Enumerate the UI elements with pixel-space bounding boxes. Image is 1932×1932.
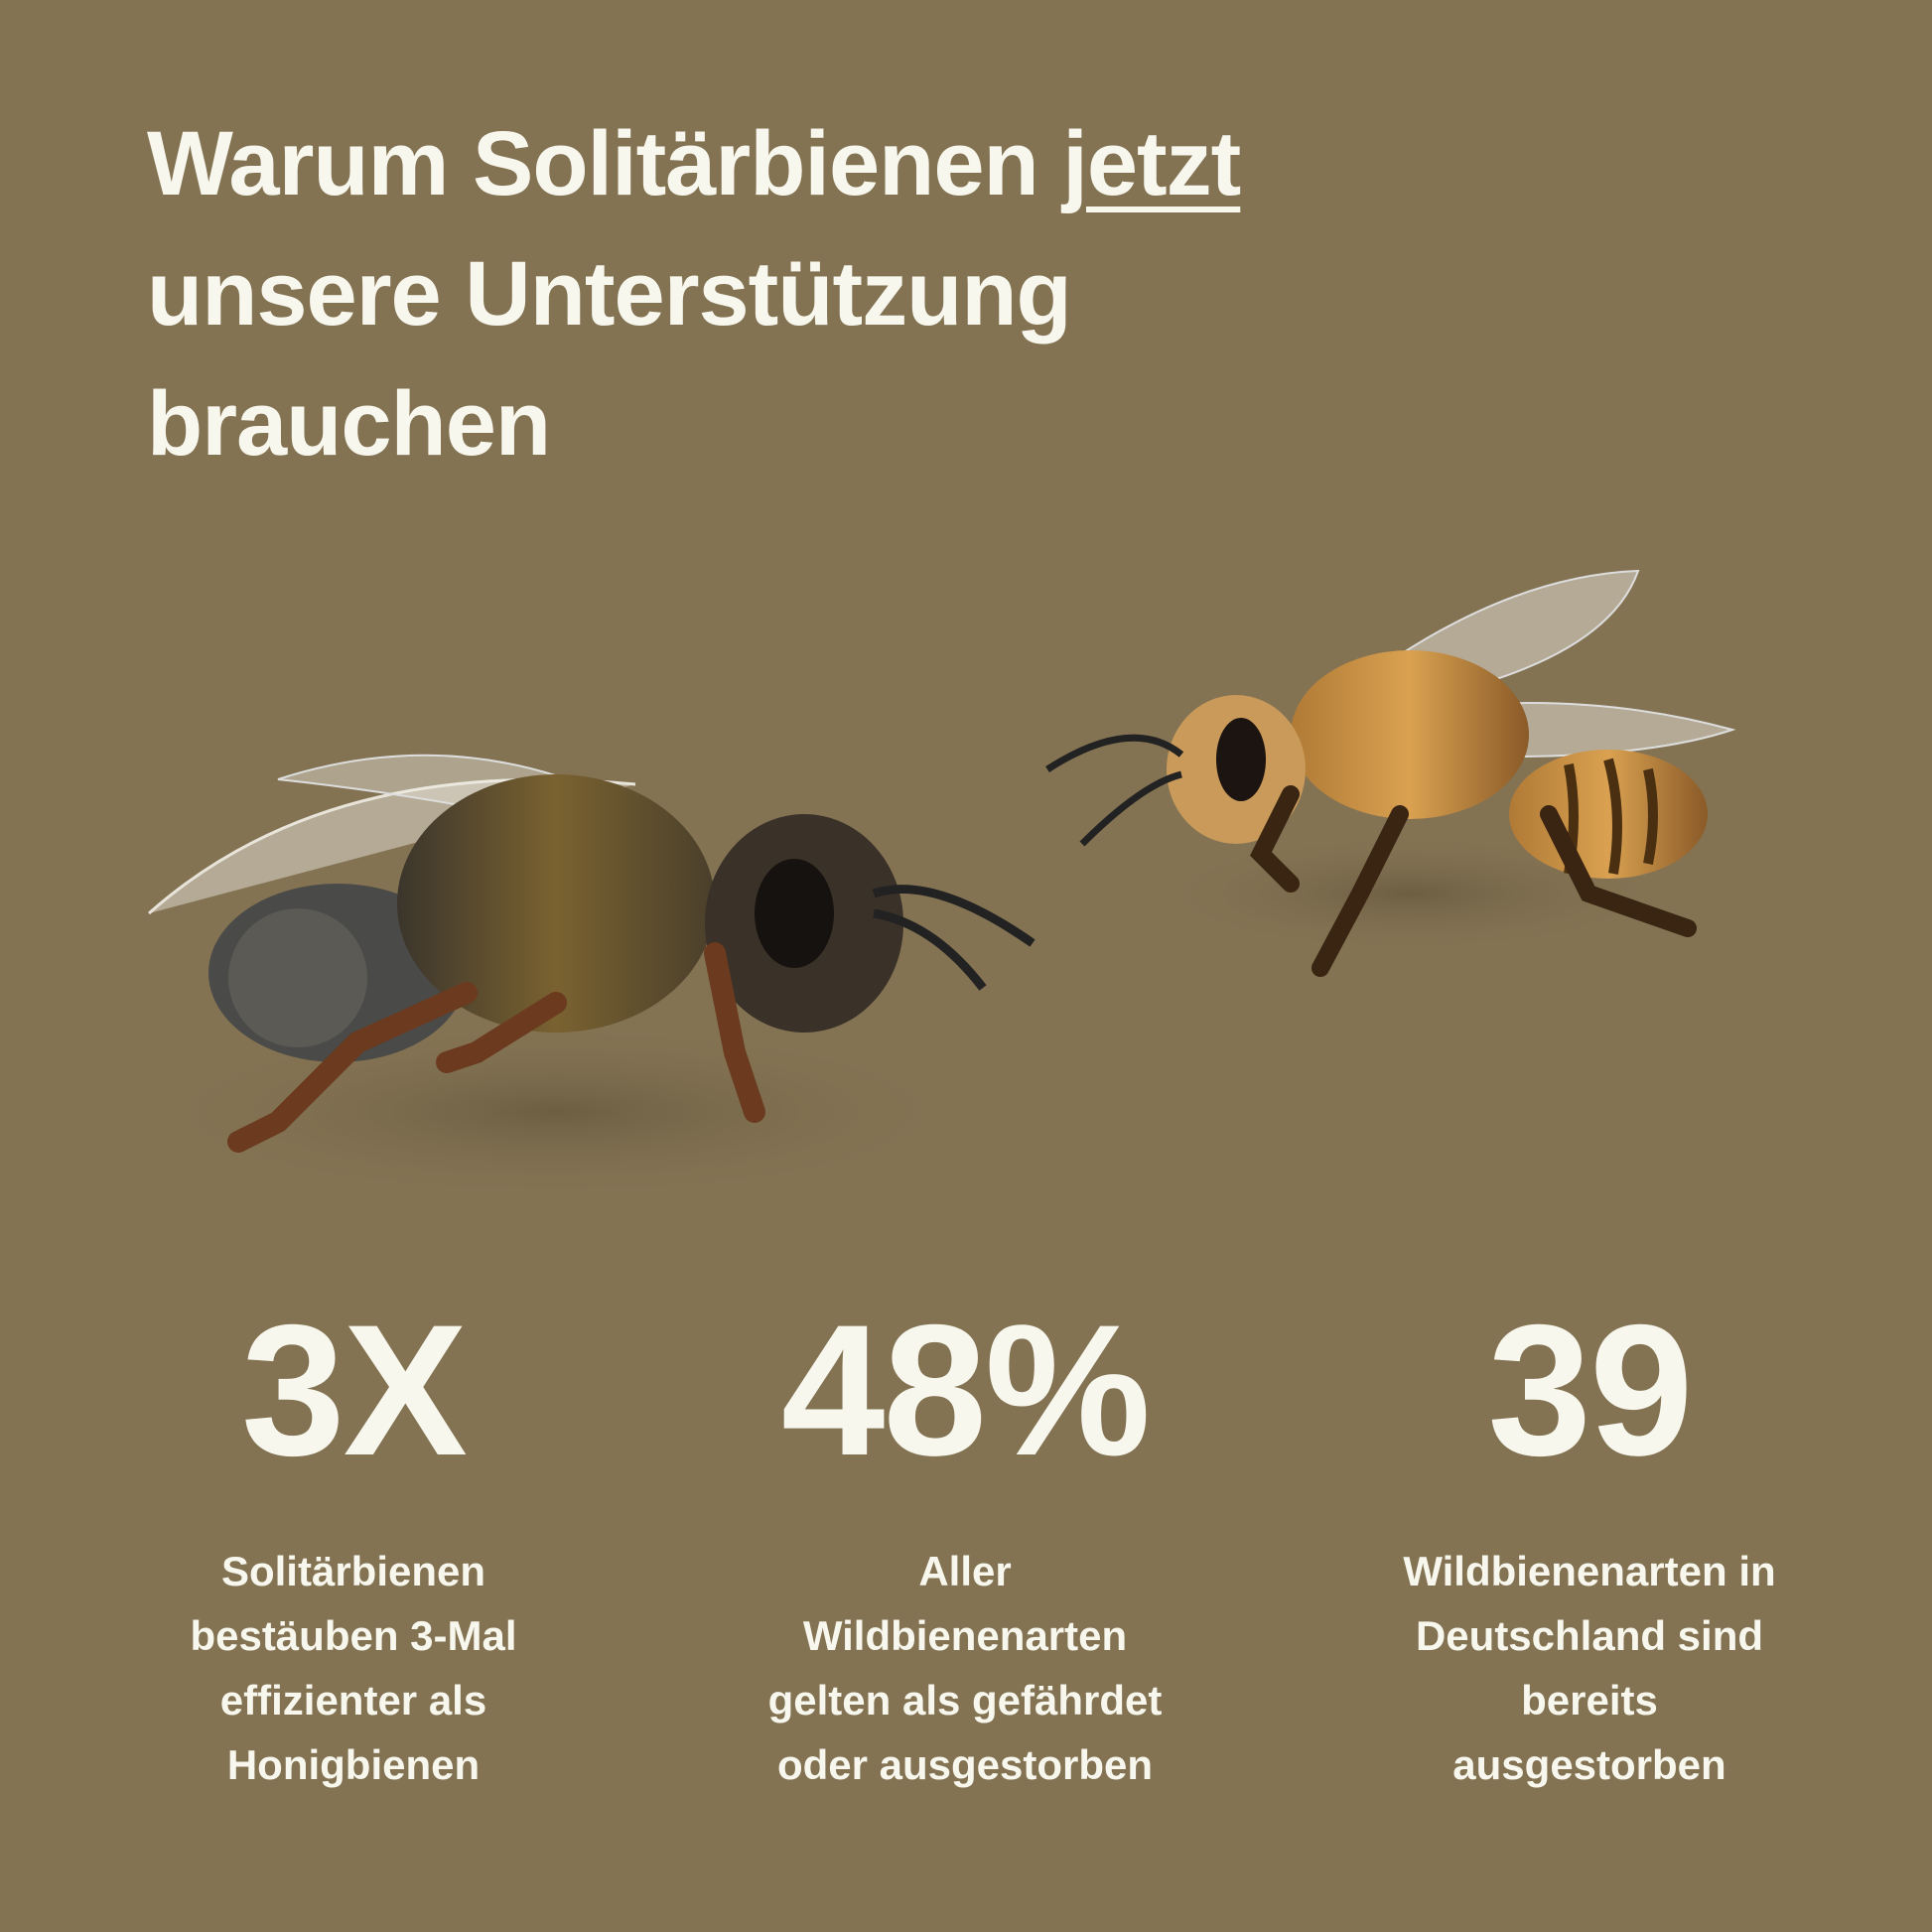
desc-line: bereits bbox=[1521, 1677, 1658, 1724]
desc-line: bestäuben 3-Mal bbox=[190, 1612, 517, 1659]
desc-line: gelten als gefährdet bbox=[767, 1677, 1163, 1724]
title-line-2: unsere Unterstützung bbox=[147, 243, 1072, 345]
stat-extinct: 39 Wildbienenarten in Deutschland sind b… bbox=[1311, 1291, 1867, 1797]
title-line-1: Warum Solitärbienen jetzt bbox=[147, 113, 1241, 214]
bee-icon bbox=[1045, 569, 1736, 977]
desc-line: Honigbienen bbox=[226, 1741, 481, 1788]
stat-description: Solitärbienen bestäuben 3-Mal effiziente… bbox=[75, 1539, 631, 1797]
title-text: Warum Solitärbienen bbox=[147, 113, 1063, 214]
bee-icon bbox=[139, 754, 1035, 1201]
desc-line: Solitärbienen bbox=[220, 1548, 486, 1594]
desc-line: oder ausgestorben bbox=[776, 1741, 1154, 1788]
desc-line: Aller bbox=[918, 1548, 1012, 1594]
stat-value: 48% bbox=[780, 1286, 1151, 1494]
stat-description: Aller Wildbienenarten gelten als gefährd… bbox=[687, 1539, 1243, 1797]
stat-pollination: 3X Solitärbienen bestäuben 3-Mal effizie… bbox=[75, 1291, 631, 1797]
page-title: Warum Solitärbienen jetzt unsere Unterst… bbox=[147, 99, 1241, 489]
bees-illustration bbox=[139, 569, 1736, 1201]
desc-line: Deutschland sind bbox=[1415, 1612, 1764, 1659]
title-emphasis: jetzt bbox=[1062, 113, 1241, 214]
stat-value: 3X bbox=[241, 1286, 468, 1494]
title-line-3: brauchen bbox=[147, 373, 551, 475]
stat-description: Wildbienenarten in Deutschland sind bere… bbox=[1311, 1539, 1867, 1797]
desc-line: Wildbienenarten bbox=[802, 1612, 1128, 1659]
desc-line: effizienter als bbox=[219, 1677, 487, 1724]
stat-endangered: 48% Aller Wildbienenarten gelten als gef… bbox=[687, 1291, 1243, 1797]
desc-line: ausgestorben bbox=[1452, 1741, 1726, 1788]
desc-line: Wildbienenarten in bbox=[1403, 1548, 1776, 1594]
stat-value: 39 bbox=[1487, 1286, 1693, 1494]
